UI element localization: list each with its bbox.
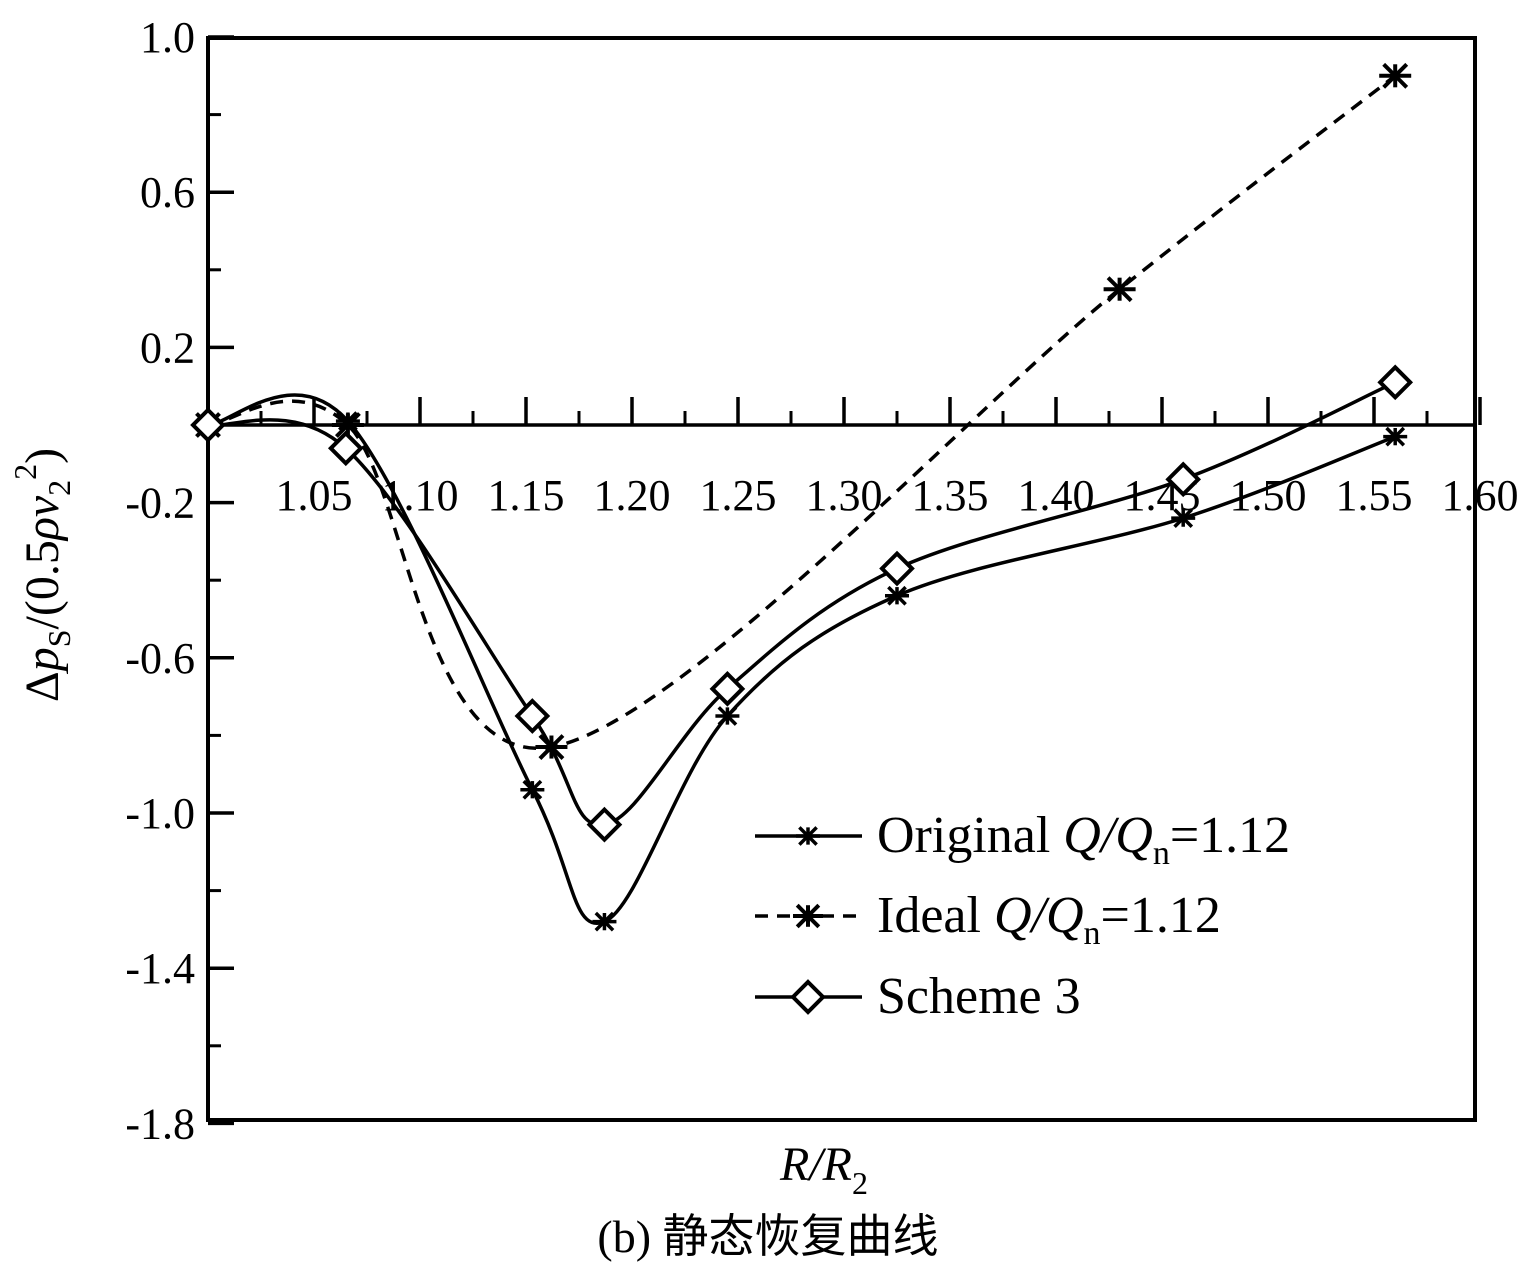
x-axis-title: R/R2: [779, 1138, 868, 1201]
legend-label-ideal: Ideal: [877, 887, 981, 944]
series-line-scheme-3: [207, 380, 1396, 827]
y-tick-label: 0.6: [140, 168, 195, 217]
y-tick-label: -0.6: [125, 634, 195, 683]
data-point-scheme-3: [514, 698, 551, 734]
x-tick-label: 1.30: [806, 471, 883, 520]
data-point-scheme-3: [190, 407, 226, 443]
x-axis-ticks: 1.05 1.10 1.15 1.20 1.25 1.30 1.35 1.40 1.45 1.50…: [259, 397, 1519, 520]
data-point-ideal: [1103, 276, 1136, 303]
series-line-original: [207, 393, 1396, 925]
data-point-original: [520, 779, 545, 800]
legend-label-original: Original: [877, 807, 1050, 864]
x-tick-label: 1.25: [700, 471, 777, 520]
legend-marker-scheme-3: [790, 979, 826, 1015]
data-point-original: [592, 911, 617, 932]
data-point-scheme-3: [586, 806, 623, 843]
x-tick-label: 1.35: [912, 471, 989, 520]
y-tick-label: 1.0: [140, 13, 195, 62]
data-point-scheme-3: [1165, 461, 1202, 498]
x-tick-label: 1.20: [594, 471, 671, 520]
x-tick-label: 1.10: [382, 471, 459, 520]
data-point-scheme-3: [1377, 364, 1414, 401]
legend-entry-original: Original Q/Qn=1.12: [755, 807, 1290, 872]
legend-marker-ideal: [793, 903, 823, 929]
y-tick-label: -0.2: [125, 479, 195, 528]
data-point-scheme-3: [709, 671, 746, 707]
y-tick-label: -1.0: [125, 789, 195, 838]
series-layer: [190, 62, 1414, 932]
legend-entry-scheme-3: Scheme 3: [755, 968, 1081, 1025]
legend-marker-original: [796, 826, 820, 846]
y-axis-ticks: 1.0 0.6 0.2 -0.2 -0.6 -1.0 -1.4 -1.8: [125, 13, 234, 1148]
svg-text:Ideal Q/Qn=1.12: Ideal Q/Qn=1.12: [877, 887, 1221, 952]
x-tick-label: 1.60: [1442, 471, 1519, 520]
y-tick-label: -1.8: [125, 1099, 195, 1148]
legend-label-scheme-3: Scheme 3: [877, 968, 1081, 1025]
series-line-ideal: [207, 74, 1397, 751]
plot-frame: [206, 36, 1477, 1122]
figure-caption: (b) 静态恢复曲线: [597, 1211, 938, 1262]
data-point-original: [1171, 508, 1196, 528]
data-point-scheme-3: [327, 430, 364, 467]
svg-text:Scheme 3: Scheme 3: [877, 968, 1081, 1025]
y-tick-label: -1.4: [125, 944, 195, 993]
data-point-ideal: [1379, 62, 1412, 89]
y-axis-title: ΔpS/(0.5ρv22): [7, 448, 77, 702]
data-point-ideal: [535, 734, 568, 760]
data-point-original: [715, 706, 740, 726]
x-tick-label: 1.55: [1336, 471, 1413, 520]
data-point-original: [1383, 426, 1408, 447]
svg-text:Original Q/Qn=1.12: Original Q/Qn=1.12: [877, 807, 1290, 872]
x-tick-label: 1.05: [276, 471, 353, 520]
data-point-original: [885, 585, 909, 606]
x-tick-label: 1.15: [488, 471, 565, 520]
y-tick-label: 0.2: [140, 323, 195, 372]
legend-entry-ideal: Ideal Q/Qn=1.12: [755, 887, 1221, 952]
x-tick-label: 1.40: [1018, 471, 1095, 520]
legend: Original Q/Qn=1.12 Ideal Q/Qn=1.12 Schem…: [755, 807, 1290, 1025]
data-point-scheme-3: [879, 550, 915, 587]
